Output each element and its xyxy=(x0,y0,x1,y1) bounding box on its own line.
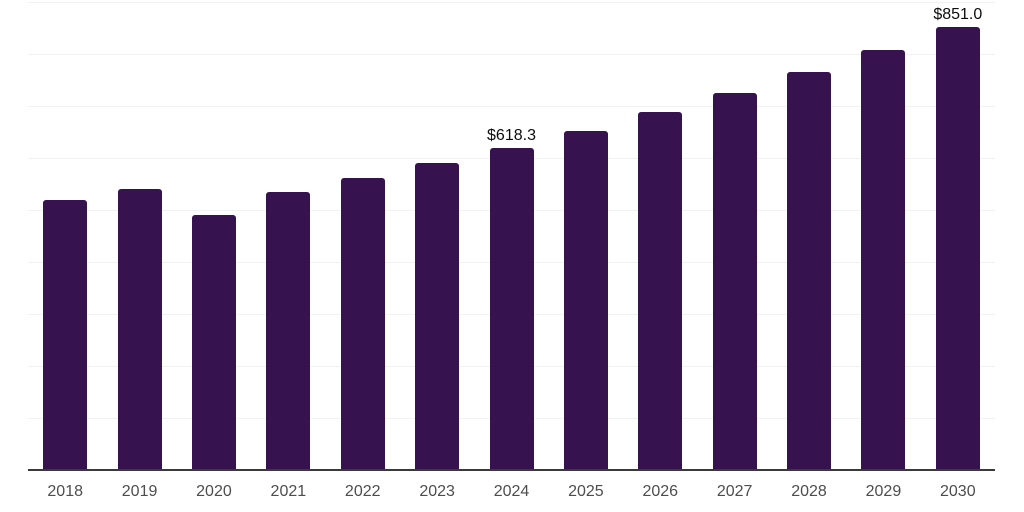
x-tick-2023: 2023 xyxy=(419,483,455,500)
x-tick-2025: 2025 xyxy=(568,483,604,500)
bar-2018 xyxy=(43,200,88,470)
bar-2028 xyxy=(787,72,832,470)
bar-2025 xyxy=(563,130,608,470)
x-tick-2018: 2018 xyxy=(47,483,83,500)
data-label-2024: $618.3 xyxy=(487,127,536,145)
x-tick-2022: 2022 xyxy=(344,483,381,500)
bar-2029 xyxy=(861,50,906,470)
bar-2023 xyxy=(415,163,460,470)
x-tick-2019: 2019 xyxy=(121,483,158,500)
x-tick-2027: 2027 xyxy=(716,483,753,500)
bar-2030 xyxy=(935,27,980,470)
x-tick-2029: 2029 xyxy=(865,483,902,500)
gridline xyxy=(28,2,995,3)
bar-2020 xyxy=(191,214,236,470)
bar-2019 xyxy=(117,188,162,470)
bar-2027 xyxy=(712,92,757,470)
x-axis-line xyxy=(28,469,995,471)
x-tick-2024: 2024 xyxy=(493,483,530,500)
data-label-2030: $851.0 xyxy=(933,6,983,24)
x-tick-2026: 2026 xyxy=(642,483,679,500)
bar-2024 xyxy=(489,148,534,470)
bar-2021 xyxy=(266,192,311,470)
gridline xyxy=(28,106,995,107)
x-tick-2021: 2021 xyxy=(270,483,307,500)
x-tick-2030: 2030 xyxy=(940,483,976,500)
bar-2026 xyxy=(638,112,683,470)
bar-2022 xyxy=(340,178,385,470)
x-tick-2020: 2020 xyxy=(196,483,232,500)
x-tick-2028: 2028 xyxy=(791,483,827,500)
gridline xyxy=(28,54,995,55)
